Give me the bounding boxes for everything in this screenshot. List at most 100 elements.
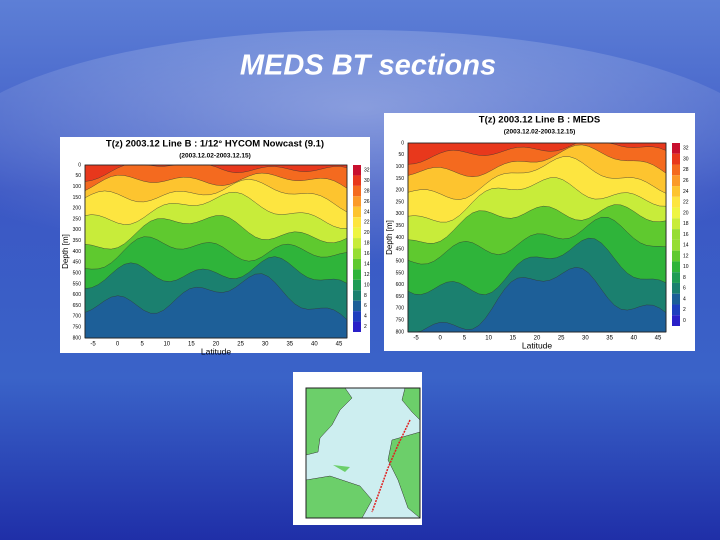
colorbar-swatch: [353, 165, 361, 176]
colorbar-swatch: [672, 239, 680, 251]
colorbar-label: 0: [683, 318, 686, 324]
section-panel: T(z) 2003.12 Line B : MEDS (2003.12.02-20…: [384, 113, 695, 351]
colorbar-swatch: [353, 311, 361, 322]
colorbar-label: 2: [683, 307, 686, 313]
y-tick-label: 650: [396, 294, 405, 300]
colorbar-label: 18: [683, 221, 689, 227]
x-tick-label: 35: [606, 336, 613, 342]
map-land: [305, 387, 353, 456]
x-tick-label: 20: [534, 336, 541, 342]
y-tick-label: 400: [73, 249, 82, 255]
colorbar-swatch: [672, 250, 680, 262]
colorbar-swatch: [672, 304, 680, 316]
colorbar-swatch: [672, 315, 680, 326]
colorbar-swatch: [672, 153, 680, 165]
colorbar-label: 30: [683, 156, 689, 162]
map-land: [333, 465, 350, 472]
x-axis-label: Latitude: [201, 346, 232, 356]
colorbar-label: 20: [683, 210, 689, 216]
colorbar-swatch: [353, 258, 361, 270]
colorbar-label: 12: [364, 272, 370, 278]
y-tick-label: 100: [396, 164, 405, 170]
x-tick-label: 0: [439, 336, 443, 342]
colorbar-label: 8: [364, 293, 367, 299]
y-tick-label: 650: [73, 303, 82, 309]
y-tick-label: 0: [78, 162, 81, 168]
slide-title: MEDS BT sections: [240, 50, 496, 82]
x-tick-label: 20: [213, 342, 220, 348]
y-tick-label: 350: [396, 223, 405, 229]
colorbar-swatch: [672, 143, 680, 154]
y-tick-label: 400: [396, 235, 405, 241]
x-tick-label: 15: [509, 336, 516, 342]
colorbar-swatch: [353, 321, 361, 332]
colorbar-swatch: [353, 175, 361, 186]
colorbar-label: 4: [364, 314, 367, 320]
colorbar-label: 16: [364, 251, 370, 257]
colorbar-swatch: [672, 272, 680, 283]
panel-title: T(z) 2003.12 Line B : 1/12° HYCOM Nowcas…: [106, 139, 324, 150]
colorbar-swatch: [672, 175, 680, 187]
y-tick-label: 800: [73, 335, 82, 341]
colorbar-swatch: [353, 269, 361, 280]
colorbar-label: 8: [683, 275, 686, 281]
colorbar-label: 32: [364, 168, 370, 174]
y-tick-label: 600: [396, 282, 405, 288]
x-axis-label: Latitude: [522, 340, 553, 350]
colorbar-label: 4: [683, 296, 686, 302]
colorbar-swatch: [353, 248, 361, 259]
y-tick-label: 0: [401, 140, 404, 146]
x-tick-label: 40: [630, 336, 637, 342]
plot-frame: [84, 164, 348, 339]
colorbar-label: 24: [364, 209, 370, 215]
colorbar-swatch: [672, 164, 680, 176]
colorbar-swatch: [672, 218, 680, 230]
y-tick-label: 250: [73, 216, 82, 222]
y-tick-label: 150: [396, 176, 405, 182]
colorbar-label: 14: [683, 243, 689, 249]
colorbar-label: 18: [364, 241, 370, 247]
x-tick-label: -5: [413, 336, 419, 342]
x-tick-label: 30: [582, 336, 589, 342]
colorbar-swatch: [672, 186, 680, 197]
colorbar-swatch: [353, 238, 361, 249]
y-axis-label: Depth [m]: [385, 220, 394, 255]
colorbar-swatch: [353, 206, 361, 218]
x-tick-label: 25: [237, 342, 244, 348]
colorbar-label: 6: [683, 286, 686, 292]
x-tick-label: 40: [311, 342, 318, 348]
colorbar-swatch: [353, 196, 361, 207]
map-border: [305, 387, 421, 519]
y-tick-label: 300: [396, 211, 405, 217]
y-tick-label: 150: [73, 195, 82, 201]
colorbar-swatch: [353, 217, 361, 228]
y-axis-label: Depth [m]: [61, 234, 70, 269]
y-tick-label: 200: [73, 206, 82, 212]
colorbar-label: 26: [683, 178, 689, 184]
x-tick-label: 10: [163, 342, 170, 348]
colorbar-swatch: [672, 293, 680, 305]
x-tick-label: 30: [262, 342, 269, 348]
y-tick-label: 300: [73, 227, 82, 233]
y-tick-label: 450: [396, 247, 405, 253]
colorbar-swatch: [672, 229, 680, 240]
colorbar-swatch: [353, 185, 361, 197]
x-tick-label: 5: [463, 336, 467, 342]
colorbar-label: 10: [364, 282, 370, 288]
y-tick-label: 200: [396, 188, 405, 194]
colorbar-swatch: [672, 261, 680, 273]
contour-band: [408, 267, 667, 333]
colorbar-label: 28: [364, 188, 370, 194]
y-tick-label: 450: [73, 260, 82, 266]
map: [293, 372, 422, 525]
y-tick-label: 50: [398, 152, 404, 158]
contour-band: [84, 273, 348, 339]
x-tick-label: 0: [116, 342, 120, 348]
x-tick-label: 45: [655, 336, 662, 342]
y-tick-label: 800: [396, 329, 405, 335]
colorbar-label: 30: [364, 178, 370, 184]
colorbar-label: 22: [364, 220, 370, 226]
y-tick-label: 700: [396, 306, 405, 312]
